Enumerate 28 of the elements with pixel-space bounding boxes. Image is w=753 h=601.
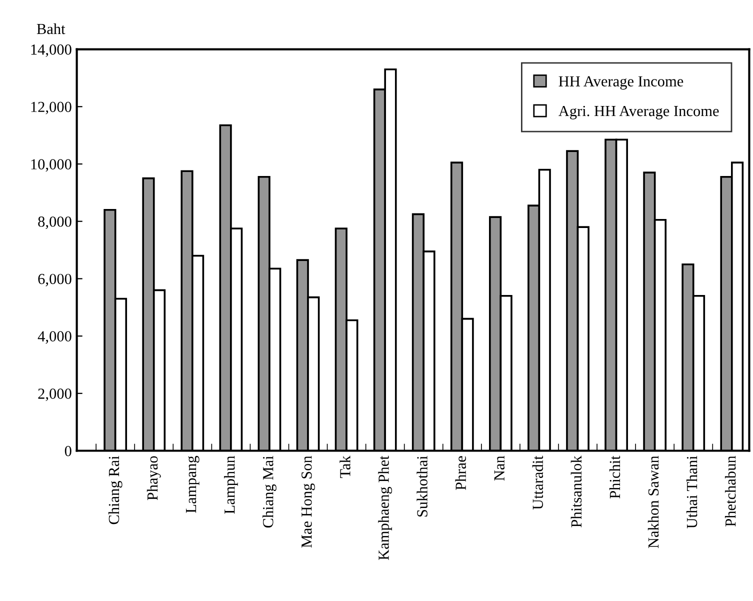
legend-label: HH Average Income: [558, 76, 684, 90]
x-tick-label: Chiang Rai: [108, 456, 122, 524]
y-tick-label: 0: [64, 446, 72, 456]
x-tick-label: Uttaradit: [532, 456, 544, 510]
y-tick-label: 14,000: [31, 44, 72, 57]
x-tick-label: Mae Hong Son: [302, 456, 315, 548]
x-tick-label: Kamphaeng Phet: [378, 456, 392, 560]
x-tick-label: Phetchabun: [724, 456, 736, 526]
x-tick-label: Nan: [494, 456, 505, 481]
y-tick-label: 10,000: [31, 159, 72, 172]
x-tick-label: Phrae: [455, 456, 466, 490]
x-tick-label: Chiang Mai: [262, 456, 276, 528]
x-tick-label: Sukhothai: [416, 456, 428, 517]
x-tick-label: Phayao: [146, 456, 161, 500]
x-tick-label: Lamphun: [224, 456, 238, 514]
x-tick-label: Phichit: [609, 456, 620, 498]
x-tick-label: Lampang: [186, 456, 200, 513]
y-tick-label: 2,000: [38, 388, 72, 402]
x-tick-label: Uthai Thani: [686, 456, 698, 528]
y-tick-label: 12,000: [31, 102, 72, 114]
y-tick-label: 6,000: [38, 274, 72, 286]
x-tick-label: Nakhon Sawan: [648, 456, 659, 548]
y-tick-label: 8,000: [38, 216, 72, 229]
y-axis-title: Baht: [36, 23, 66, 34]
x-tick-label: Tak: [340, 456, 350, 478]
y-tick-label: 4,000: [38, 331, 72, 344]
legend-label: Agri. HH Average Income: [558, 106, 719, 120]
x-tick-label: Phitsanulok: [570, 456, 582, 528]
